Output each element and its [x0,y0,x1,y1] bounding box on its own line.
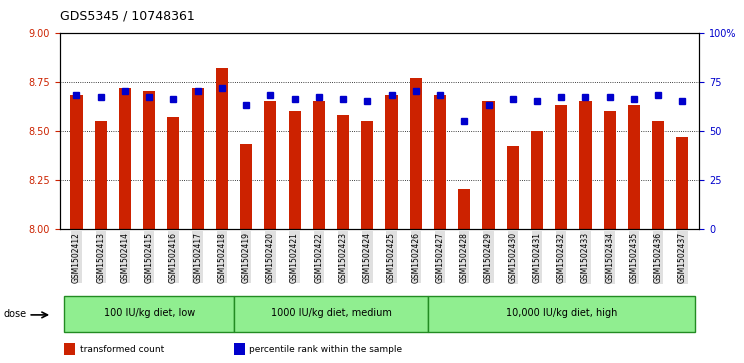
Bar [71,95,83,229]
Bar [507,146,519,229]
Bar [458,189,470,229]
Text: GSM1502435: GSM1502435 [629,232,638,283]
Bar [434,95,446,229]
Text: GSM1502417: GSM1502417 [193,232,202,283]
Bar [65,296,234,332]
Bar [676,136,688,229]
Bar [482,101,495,229]
Bar [289,111,301,229]
Bar [385,95,397,229]
Bar [312,101,325,229]
Bar [192,87,204,229]
Bar [362,121,373,229]
Bar [64,343,75,355]
Text: GSM1502429: GSM1502429 [484,232,493,283]
Bar [428,296,694,332]
Bar [580,101,591,229]
Bar [603,111,616,229]
Text: GSM1502413: GSM1502413 [96,232,105,283]
Bar [167,117,179,229]
Text: dose: dose [4,309,27,319]
Text: GSM1502425: GSM1502425 [387,232,396,283]
Text: GSM1502419: GSM1502419 [242,232,251,283]
Text: GSM1502424: GSM1502424 [363,232,372,283]
Text: GSM1502414: GSM1502414 [121,232,129,283]
Text: percentile rank within the sample: percentile rank within the sample [249,344,403,354]
Text: GSM1502426: GSM1502426 [411,232,420,283]
Text: GSM1502427: GSM1502427 [435,232,444,283]
Bar [652,121,664,229]
Text: 10,000 IU/kg diet, high: 10,000 IU/kg diet, high [505,308,617,318]
Text: GSM1502436: GSM1502436 [654,232,663,283]
Bar [143,91,155,229]
Text: GSM1502428: GSM1502428 [460,232,469,283]
Bar [410,78,422,229]
Text: GSM1502421: GSM1502421 [290,232,299,283]
Text: GSM1502418: GSM1502418 [217,232,226,283]
Text: GSM1502412: GSM1502412 [72,232,81,283]
Text: GSM1502422: GSM1502422 [315,232,324,283]
Text: GSM1502420: GSM1502420 [266,232,275,283]
Bar [628,105,640,229]
Text: GSM1502432: GSM1502432 [557,232,565,283]
Text: 100 IU/kg diet, low: 100 IU/kg diet, low [103,308,195,318]
Bar [531,131,543,229]
Text: GSM1502434: GSM1502434 [605,232,615,283]
Text: GSM1502416: GSM1502416 [169,232,178,283]
Bar [555,105,567,229]
Bar [216,68,228,229]
Text: GSM1502431: GSM1502431 [533,232,542,283]
Bar [264,101,277,229]
Bar [337,115,349,229]
Bar [240,144,252,229]
Text: GSM1502423: GSM1502423 [339,232,347,283]
Text: GDS5345 / 10748361: GDS5345 / 10748361 [60,9,194,22]
Bar [94,121,107,229]
Text: GSM1502415: GSM1502415 [144,232,154,283]
Text: 1000 IU/kg diet, medium: 1000 IU/kg diet, medium [271,308,391,318]
Bar [234,296,428,332]
Bar [234,343,245,355]
Text: transformed count: transformed count [80,344,164,354]
Text: GSM1502430: GSM1502430 [508,232,517,283]
Bar [119,87,131,229]
Text: GSM1502433: GSM1502433 [581,232,590,283]
Text: GSM1502437: GSM1502437 [678,232,687,283]
